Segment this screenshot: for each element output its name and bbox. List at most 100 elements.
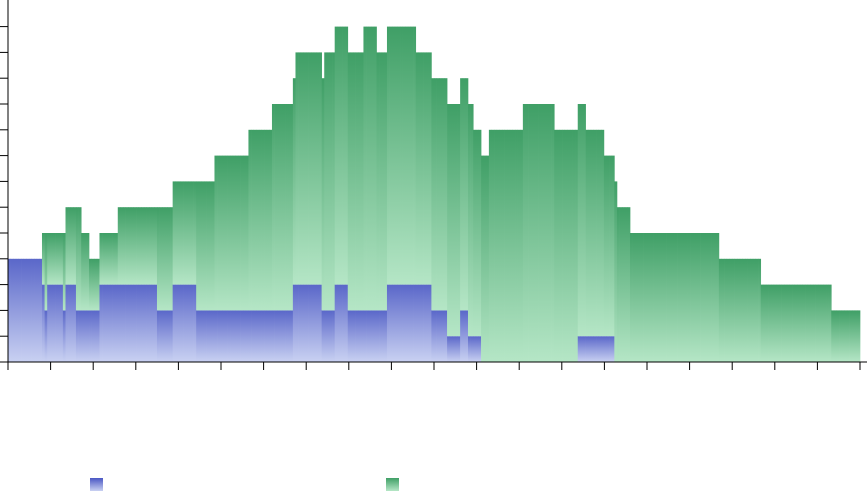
bar-series-2-221 [585, 129, 589, 337]
bar-series-2-125 [334, 26, 338, 285]
bar-series-2-206 [546, 104, 550, 362]
bar-series-2-76 [206, 181, 210, 311]
bar-series-2-89 [240, 155, 244, 311]
bar-series-2-158 [420, 52, 424, 285]
bar-series-1-10 [34, 258, 38, 362]
bar-series-2-311 [820, 284, 824, 362]
bar-series-2-111 [298, 52, 302, 285]
bar-series-2-248 [656, 233, 660, 362]
bar-series-1-105 [282, 310, 286, 362]
bar-series-2-214 [567, 129, 571, 362]
bar-series-2-121 [324, 52, 328, 311]
bar-series-2-141 [376, 52, 380, 311]
bar-series-1-28 [81, 310, 85, 362]
bar-series-1-69 [188, 284, 192, 362]
bar-series-1-68 [185, 284, 189, 362]
bar-series-2-240 [635, 233, 639, 362]
bar-series-1-219 [580, 336, 584, 362]
bar-series-2-26 [75, 207, 79, 311]
bar-series-2-172 [457, 104, 461, 337]
bar-series-2-47 [130, 207, 134, 285]
bar-series-1-161 [428, 284, 432, 362]
bar-series-2-285 [752, 258, 756, 362]
bar-series-1-109 [292, 284, 296, 362]
bar-series-2-239 [632, 233, 636, 362]
bar-series-2-35 [99, 233, 103, 285]
bar-series-1-148 [394, 284, 398, 362]
bar-series-2-216 [572, 129, 576, 362]
bar-series-2-31 [89, 258, 92, 311]
bar-series-1-51 [141, 284, 145, 362]
bar-series-2-126 [337, 26, 341, 285]
bar-series-2-278 [734, 258, 738, 362]
bar-series-2-281 [742, 258, 746, 362]
bar-series-2-192 [509, 129, 513, 362]
bar-series-2-151 [402, 26, 406, 285]
bar-series-2-310 [818, 284, 822, 362]
bar-series-1-128 [342, 284, 346, 362]
bar-series-2-318 [839, 310, 843, 362]
bar-series-2-18 [55, 233, 58, 285]
bar-series-2-114 [305, 52, 309, 285]
bar-series-2-41 [115, 233, 119, 285]
bar-series-2-168 [447, 104, 451, 337]
bar-series-1-171 [454, 336, 458, 362]
bar-series-2-317 [836, 310, 840, 362]
bar-series-2-16 [49, 233, 53, 285]
bar-series-2-250 [661, 233, 665, 362]
bar-series-2-241 [637, 233, 641, 362]
bar-series-1-111 [298, 284, 302, 362]
bar-series-2-284 [750, 258, 754, 362]
bar-series-1-3 [15, 258, 19, 362]
bar-series-2-140 [373, 26, 377, 311]
bar-series-2-129 [345, 26, 349, 285]
bar-series-1-230 [609, 336, 613, 362]
bar-series-2-175 [465, 78, 469, 311]
bar-series-1-94 [253, 310, 257, 362]
bar-series-1-100 [269, 310, 273, 362]
bar-series-1-177 [470, 336, 474, 362]
bar-series-1-78 [211, 310, 215, 362]
bar-series-2-77 [209, 181, 213, 311]
bar-series-2-166 [441, 78, 445, 311]
bar-series-1-58 [159, 310, 163, 362]
bar-series-2-294 [776, 284, 780, 362]
bar-series-2-258 [682, 233, 686, 362]
bar-series-2-275 [726, 258, 730, 362]
bar-series-1-63 [172, 284, 176, 362]
bar-series-2-108 [290, 104, 294, 311]
bar-series-1-61 [167, 310, 171, 362]
bar-series-1-35 [99, 284, 103, 362]
bar-series-2-60 [164, 207, 168, 311]
bar-series-2-205 [543, 104, 547, 362]
bar-series-1-123 [329, 310, 333, 362]
bar-series-1-146 [389, 284, 393, 362]
bar-series-2-207 [548, 104, 552, 362]
bar-series-1-75 [204, 310, 207, 362]
bar-series-1-34 [96, 310, 100, 362]
bar-series-2-265 [700, 233, 704, 362]
bar-series-1-124 [332, 310, 336, 362]
bar-series-2-276 [729, 258, 733, 362]
bar-series-2-203 [538, 104, 542, 362]
bar-series-2-298 [786, 284, 790, 362]
bar-series-2-100 [269, 129, 273, 311]
bar-series-1-53 [146, 284, 150, 362]
bar-series-1-157 [418, 284, 422, 362]
bar-series-2-85 [230, 155, 234, 311]
bar-series-1-136 [363, 310, 367, 362]
bar-series-2-48 [133, 207, 137, 285]
bar-series-2-139 [371, 26, 375, 311]
bar-series-2-247 [653, 233, 657, 362]
bar-series-2-99 [266, 129, 270, 311]
bar-series-2-34 [96, 258, 100, 311]
bar-series-1-83 [224, 310, 228, 362]
bar-series-2-112 [300, 52, 304, 285]
bar-series-1-59 [162, 310, 166, 362]
bar-series-2-238 [630, 233, 633, 362]
bar-series-2-131 [350, 52, 354, 311]
bar-series-2-149 [397, 26, 401, 285]
bar-series-1-164 [436, 310, 440, 362]
bar-series-2-95 [256, 129, 260, 311]
